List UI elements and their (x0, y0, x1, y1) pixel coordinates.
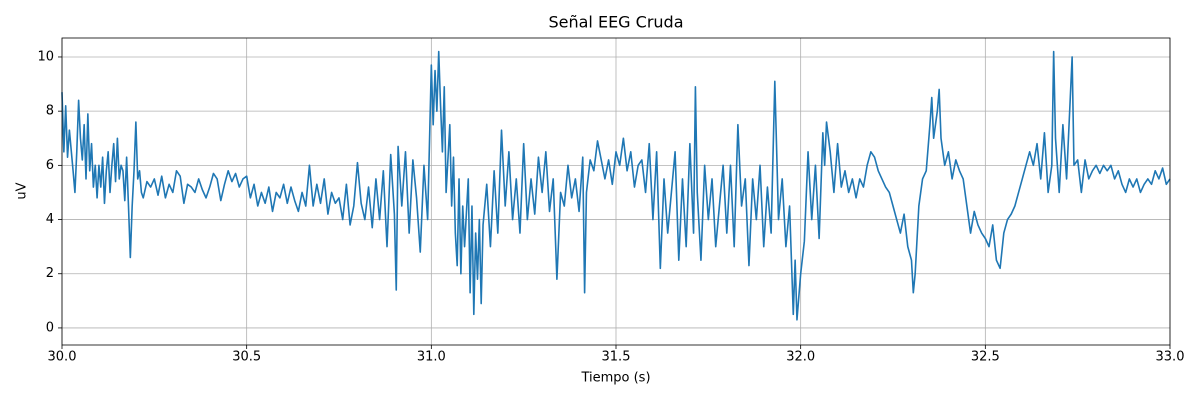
chart-title: Señal EEG Cruda (548, 13, 683, 32)
x-tick-label: 30.0 (48, 350, 77, 365)
y-tick-label: 2 (46, 266, 54, 281)
x-tick-label: 33.0 (1156, 350, 1185, 365)
y-tick-label: 10 (37, 49, 54, 64)
signal-line (61, 50, 1171, 321)
y-tick-label: 0 (46, 320, 54, 335)
x-tick-label: 32.5 (971, 350, 1000, 365)
y-tick-label: 4 (46, 212, 54, 227)
x-axis-label: Tiempo (s) (580, 371, 650, 386)
y-tick-label: 6 (46, 158, 54, 173)
plot-frame (61, 37, 1171, 346)
y-axis-label: uV (15, 182, 30, 199)
x-tick-label: 31.0 (417, 350, 446, 365)
y-tick-label: 8 (46, 104, 54, 119)
x-tick-label: 31.5 (602, 350, 631, 365)
x-tick-label: 30.5 (232, 350, 261, 365)
x-tick-label: 32.0 (786, 350, 815, 365)
